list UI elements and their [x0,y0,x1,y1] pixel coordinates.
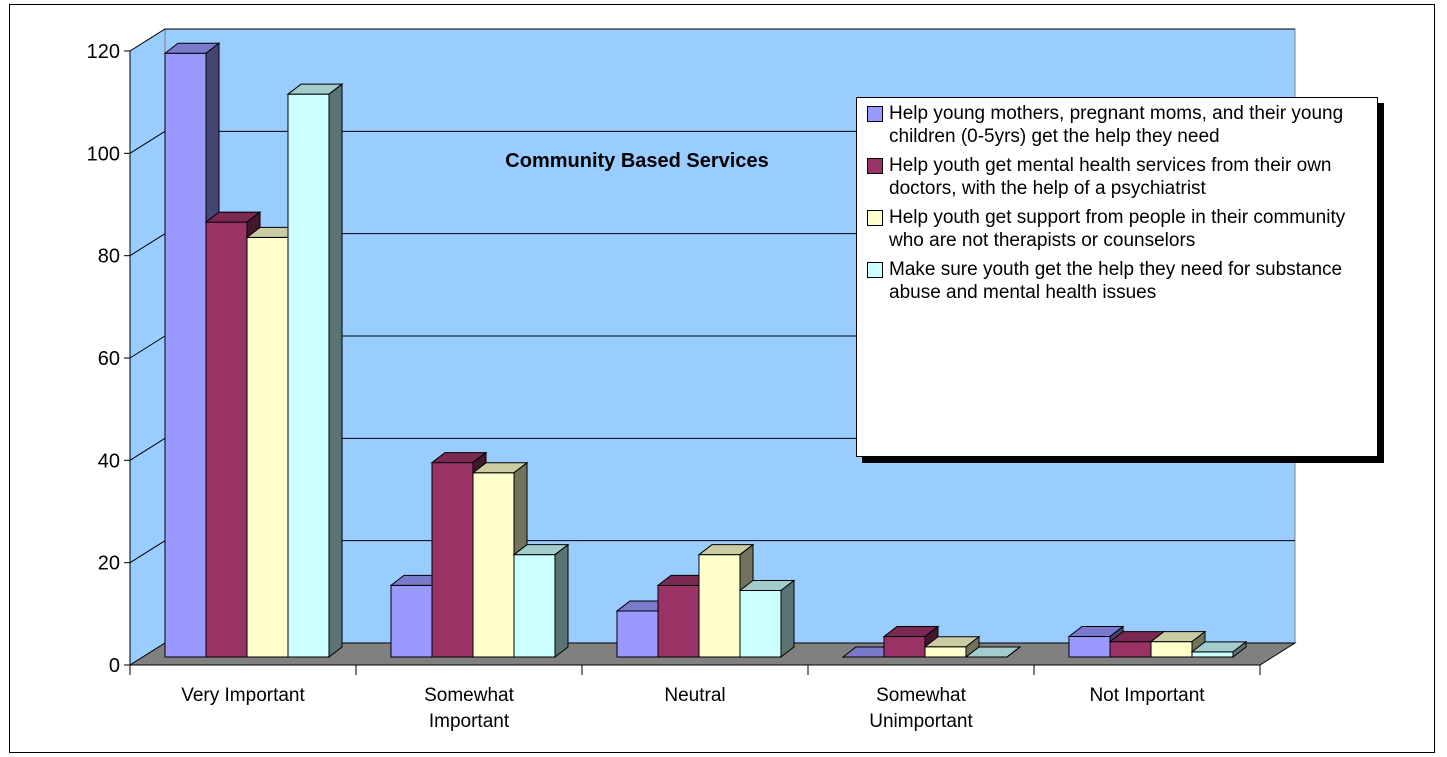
bar-front [513,554,556,658]
bar [286,83,344,659]
legend-label: Help youth get support from people in th… [889,207,1346,251]
x-category-label: Important [429,711,510,732]
bar-side [1006,646,1021,658]
bar-front [205,221,248,658]
legend-item: Help youth get mental health services fr… [867,154,1369,200]
bar [738,579,796,659]
y-tick-label: 80 [98,246,120,268]
bar-side [328,83,343,659]
x-category-label: Somewhat [424,685,514,706]
bar-side [1232,640,1247,659]
legend-item: Make sure youth get the help they need f… [867,258,1369,304]
bar [1149,630,1207,659]
bar-front [657,584,700,658]
legend-item: Help youth get support from people in th… [867,206,1369,252]
y-tick-label: 0 [109,655,120,677]
bar-front [698,554,741,658]
bar [964,646,1022,658]
legend-swatch [867,210,883,226]
legend-swatch [867,158,883,174]
bar-front [390,584,433,658]
x-category-label: Neutral [664,685,725,706]
x-category-label: Somewhat [876,685,966,706]
bars [163,42,1248,659]
gridline-side [129,233,166,257]
bar-front [924,646,967,658]
bar-front [164,52,207,658]
legend-item: Help young mothers, pregnant moms, and t… [867,102,1369,148]
y-tick-label: 20 [98,553,120,575]
bar-front [1150,641,1193,658]
axes [124,50,1261,675]
legend-label: Help youth get mental health services fr… [889,155,1332,199]
bar-side [780,579,795,659]
legend-swatch [867,262,883,278]
bar [1190,640,1248,659]
y-tick-label: 60 [98,348,120,370]
y-tick-labels: 0 20 40 60 80 100 120 [87,41,120,677]
y-tick-label: 100 [87,143,120,165]
bar [882,625,940,659]
y-tick-label: 120 [87,41,120,63]
gridline-side [129,437,166,461]
legend-swatch [867,106,883,122]
chart-title: Community Based Services [505,150,768,172]
bar-front [246,236,289,658]
x-category-label: Very Important [181,685,305,706]
legend-label: Make sure youth get the help they need f… [889,259,1343,303]
gridline-side [129,540,166,564]
gridline-side [129,28,166,52]
bar-front [883,636,926,658]
bar-front [287,93,330,658]
bar-side [554,543,569,659]
x-category-label: Not Important [1089,685,1205,706]
y-tick-label: 40 [98,450,120,472]
bar [512,543,570,659]
x-category-label: Unimportant [869,711,973,732]
legend-label: Help young mothers, pregnant moms, and t… [889,103,1344,147]
x-category-labels: Very Important Somewhat Important Neutral So… [181,685,1205,732]
bar-front [616,610,659,658]
gridline-side [129,335,166,359]
bar-front [431,462,474,658]
bar-front [1068,636,1111,658]
bar-front [1109,641,1152,658]
bar-front [1191,651,1234,658]
bar-front [739,589,782,658]
bar [923,635,981,659]
bar-front [472,472,515,658]
legend: Help young mothers, pregnant moms, and t… [856,97,1378,457]
gridline-side [129,130,166,154]
